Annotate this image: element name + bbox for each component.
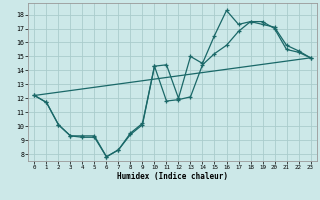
X-axis label: Humidex (Indice chaleur): Humidex (Indice chaleur) (117, 172, 228, 181)
